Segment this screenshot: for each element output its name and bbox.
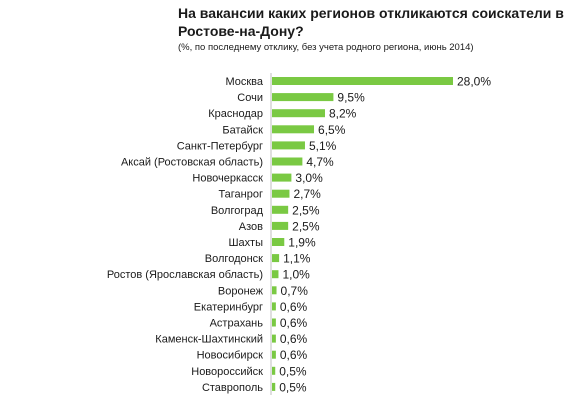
bars: [272, 77, 453, 391]
bar: [272, 221, 289, 230]
bar: [272, 205, 289, 214]
value-label: 0,6%: [280, 300, 308, 314]
value-label: 1,9%: [288, 236, 316, 250]
value-label: 2,7%: [293, 187, 321, 201]
value-label: 9,5%: [337, 91, 365, 105]
category-label: Воронеж: [218, 285, 264, 297]
category-label: Азов: [239, 221, 263, 233]
value-label: 2,5%: [292, 219, 320, 233]
bar: [272, 254, 280, 263]
category-label: Санкт-Петербург: [177, 140, 263, 152]
bar: [272, 77, 453, 85]
category-label: Волгодонск: [205, 253, 263, 265]
category-label: Новосибирск: [197, 350, 264, 362]
bar: [272, 382, 276, 391]
category-label: Ростов (Ярославская область): [107, 269, 263, 281]
bar: [272, 109, 326, 118]
category-label: Аксай (Ростовская область): [121, 157, 263, 169]
value-label: 0,7%: [281, 284, 309, 298]
value-label: 1,0%: [282, 268, 310, 282]
bar: [272, 350, 276, 359]
bar: [272, 189, 290, 198]
bar: [272, 125, 315, 134]
bar: [272, 318, 276, 327]
value-label: 8,2%: [329, 107, 357, 121]
bar: [272, 93, 334, 102]
category-label: Екатеринбург: [194, 301, 263, 313]
value-label: 4,7%: [306, 155, 334, 169]
value-label: 3,0%: [295, 171, 323, 185]
category-labels: Москва Сочи Краснодар Батайск Санкт-Петербур…: [107, 76, 264, 394]
value-label: 0,5%: [279, 380, 307, 394]
bar: [272, 302, 276, 311]
bar: [272, 141, 305, 150]
value-label: 0,6%: [280, 332, 308, 346]
bar: [272, 238, 285, 246]
category-label: Таганрог: [218, 189, 263, 201]
category-label: Краснодар: [208, 108, 263, 120]
category-label: Каменск-Шахтинский: [155, 334, 263, 346]
category-label: Новочеркасск: [192, 173, 263, 185]
value-labels: 28,0% 9,5% 8,2% 6,5% 5,1% 4,7% 3,0% 2,7% 2,5% 2,5…: [279, 75, 491, 395]
category-label: Шахты: [228, 237, 263, 249]
category-label: Волгоград: [211, 205, 264, 217]
chart-subtitle: (%, по последнему отклику, без учета род…: [178, 42, 474, 53]
category-label: Батайск: [222, 124, 263, 136]
value-label: 0,6%: [280, 348, 308, 362]
bar: [272, 157, 303, 166]
bar: [272, 334, 276, 343]
value-label: 5,1%: [309, 139, 337, 153]
category-label: Астрахань: [210, 318, 264, 330]
category-label: Москва: [225, 76, 263, 88]
category-label: Новороссийск: [191, 366, 263, 378]
bar: [272, 286, 277, 295]
chart-title: На вакансии каких регионов откликаются с…: [178, 5, 564, 39]
bar: [272, 173, 292, 182]
category-label: Ставрополь: [202, 382, 263, 394]
bar: [272, 270, 279, 279]
category-label: Сочи: [237, 92, 263, 104]
bar: [272, 366, 276, 375]
value-label: 0,6%: [280, 316, 308, 330]
value-label: 28,0%: [457, 75, 491, 89]
value-label: 1,1%: [283, 252, 311, 266]
value-label: 6,5%: [318, 123, 346, 137]
value-label: 0,5%: [279, 364, 307, 378]
value-label: 2,5%: [292, 203, 320, 217]
